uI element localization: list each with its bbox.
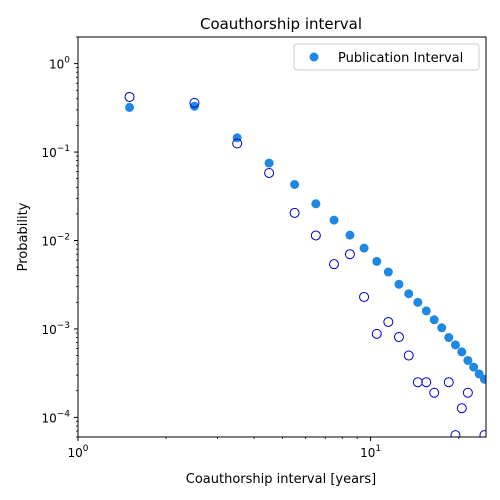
x-tick-label: 100	[67, 444, 88, 460]
hollow-point	[310, 230, 321, 241]
hollow-point	[412, 377, 423, 388]
hollow-point	[289, 207, 300, 218]
axis-ticks: 100 101 10−4 10−3 10−2 10−1 100	[41, 36, 460, 460]
hollow-point	[329, 259, 340, 270]
filled-point	[479, 374, 486, 384]
filled-point	[189, 101, 199, 111]
hollow-point	[456, 403, 467, 414]
chart-title: Coauthorship interval	[200, 15, 362, 33]
filled-point	[404, 289, 414, 299]
filled-point	[264, 158, 274, 168]
hollow-point	[344, 249, 355, 260]
x-axis-label: Coauthorship interval [years]	[186, 472, 377, 487]
hollow-point	[383, 316, 394, 327]
legend-box	[293, 43, 480, 71]
legend: Publication Interval	[293, 43, 480, 71]
hollow-point	[124, 91, 135, 102]
plot-frame	[77, 36, 487, 438]
filled-point	[372, 256, 382, 266]
filled-point	[429, 315, 439, 325]
hollow-point	[429, 387, 440, 398]
hollow-point	[232, 138, 243, 149]
filled-point	[345, 230, 355, 240]
x-tick-label: 101	[360, 444, 381, 460]
y-tick-label: 10−4	[41, 409, 70, 425]
filled-point	[232, 133, 242, 143]
hollow-point	[403, 350, 414, 361]
legend-label: Publication Interval	[338, 51, 463, 66]
filled-point	[125, 102, 135, 112]
hollow-point	[264, 167, 275, 178]
hollow-point	[371, 328, 382, 339]
hollow-point	[479, 430, 486, 437]
filled-point	[421, 306, 431, 316]
hollow-point	[450, 430, 461, 437]
filled-point	[457, 347, 467, 357]
plot-markers	[124, 91, 486, 437]
filled-point	[444, 333, 454, 343]
filled-point	[329, 215, 339, 225]
legend-marker	[309, 52, 319, 62]
filled-point	[311, 199, 321, 209]
y-tick-label: 10−3	[41, 321, 70, 337]
hollow-point	[462, 387, 473, 398]
filled-point	[463, 355, 473, 365]
y-tick-label: 100	[49, 56, 70, 72]
filled-point	[413, 297, 423, 307]
y-tick-label: 10−1	[41, 144, 70, 160]
filled-point	[469, 362, 479, 372]
hollow-point	[393, 332, 404, 343]
y-tick-label: 10−2	[41, 233, 70, 249]
filled-point	[359, 243, 369, 253]
filled-point	[437, 323, 447, 333]
hollow-point	[443, 377, 454, 388]
filled-point	[394, 279, 404, 289]
filled-point	[383, 267, 393, 277]
y-axis-label: Probability	[16, 202, 31, 271]
hollow-point	[421, 377, 432, 388]
filled-point	[450, 340, 460, 350]
filled-point	[290, 179, 300, 189]
hollow-point	[189, 97, 200, 108]
hollow-point	[359, 291, 370, 302]
